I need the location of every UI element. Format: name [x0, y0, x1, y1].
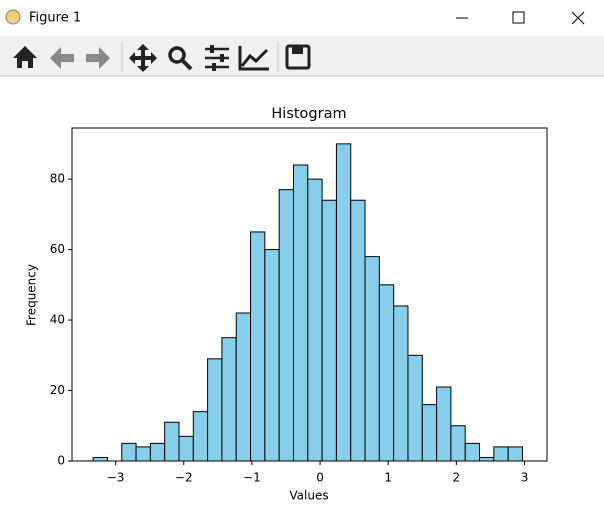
bar	[264, 249, 280, 462]
bar	[292, 164, 309, 462]
forward-button[interactable]	[86, 47, 110, 69]
y-tick-label: 60	[50, 242, 65, 256]
bar	[493, 446, 509, 462]
x-axis-label: Values	[289, 489, 328, 503]
configure-button[interactable]	[205, 47, 229, 69]
x-tick-label: 2	[453, 471, 461, 485]
x-tick-label: −2	[175, 471, 193, 485]
x-tick-label: −1	[243, 471, 261, 485]
bar	[464, 442, 481, 462]
bar	[393, 305, 409, 462]
bar	[421, 404, 438, 462]
bar	[450, 425, 466, 462]
x-tick-label: 3	[521, 471, 529, 485]
bar	[321, 199, 337, 462]
bar	[407, 354, 423, 462]
x-tick-label: −3	[107, 471, 125, 485]
title-bar	[0, 0, 604, 36]
bar	[207, 358, 223, 462]
bar	[221, 337, 237, 462]
bar	[164, 421, 180, 462]
bar	[121, 442, 137, 462]
y-tick-label: 20	[50, 383, 65, 397]
x-tick-label: 1	[384, 471, 392, 485]
y-tick-label: 40	[50, 313, 65, 327]
bar	[507, 446, 523, 462]
bar	[149, 442, 166, 462]
home-button[interactable]	[13, 46, 37, 68]
close-button[interactable]	[571, 11, 585, 25]
y-tick-label: 0	[57, 454, 65, 468]
bar	[135, 446, 151, 462]
zoom-button[interactable]	[168, 46, 186, 64]
bar	[436, 386, 452, 462]
bar	[378, 284, 395, 462]
bar	[278, 189, 294, 462]
bar	[335, 143, 352, 462]
bar	[307, 178, 323, 462]
pan-button[interactable]	[129, 44, 157, 72]
bar	[235, 312, 252, 462]
bar	[350, 199, 366, 462]
bar	[178, 435, 194, 462]
y-tick-label: 80	[50, 172, 65, 186]
bar	[192, 411, 209, 462]
bar	[92, 456, 108, 462]
y-axis-label: Frequency	[25, 264, 39, 326]
bar	[250, 231, 266, 462]
window-title: Figure 1	[29, 11, 81, 26]
edit-axis-button[interactable]	[238, 46, 269, 71]
back-button[interactable]	[50, 47, 74, 69]
plot-frame	[71, 127, 548, 462]
app-icon	[5, 9, 21, 25]
maximize-button[interactable]	[512, 11, 525, 24]
bar	[479, 456, 495, 462]
bar	[364, 256, 380, 462]
save-button[interactable]	[285, 44, 311, 70]
x-tick-label: 0	[316, 471, 324, 485]
chart-title: Histogram	[271, 106, 346, 122]
